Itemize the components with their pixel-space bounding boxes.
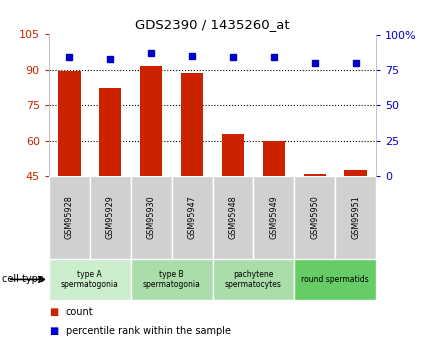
Text: count: count bbox=[66, 307, 94, 317]
Bar bbox=[49, 259, 131, 300]
Text: type A
spermatogonia: type A spermatogonia bbox=[61, 270, 119, 289]
Bar bbox=[222, 134, 244, 176]
FancyBboxPatch shape bbox=[253, 176, 294, 259]
Bar bbox=[294, 259, 376, 300]
Bar bbox=[140, 66, 162, 176]
Text: round spermatids: round spermatids bbox=[301, 275, 369, 284]
Bar bbox=[344, 170, 367, 176]
Text: GSM95951: GSM95951 bbox=[351, 196, 360, 239]
Bar bbox=[99, 88, 122, 176]
FancyBboxPatch shape bbox=[172, 176, 212, 259]
FancyBboxPatch shape bbox=[294, 176, 335, 259]
Text: GSM95930: GSM95930 bbox=[147, 196, 156, 239]
FancyBboxPatch shape bbox=[131, 176, 172, 259]
Text: GSM95929: GSM95929 bbox=[106, 195, 115, 239]
Text: cell type: cell type bbox=[2, 275, 44, 284]
Text: GSM95950: GSM95950 bbox=[310, 196, 319, 239]
Text: ■: ■ bbox=[49, 326, 58, 336]
Title: GDS2390 / 1435260_at: GDS2390 / 1435260_at bbox=[135, 18, 290, 31]
Text: percentile rank within the sample: percentile rank within the sample bbox=[66, 326, 231, 336]
FancyBboxPatch shape bbox=[335, 176, 376, 259]
FancyBboxPatch shape bbox=[90, 176, 131, 259]
Text: ■: ■ bbox=[49, 307, 58, 317]
Text: GSM95949: GSM95949 bbox=[269, 196, 278, 239]
FancyBboxPatch shape bbox=[49, 176, 90, 259]
Bar bbox=[181, 73, 203, 176]
Text: GSM95947: GSM95947 bbox=[187, 196, 196, 239]
Bar bbox=[131, 259, 212, 300]
Text: pachytene
spermatocytes: pachytene spermatocytes bbox=[225, 270, 282, 289]
Bar bbox=[263, 141, 285, 176]
Text: type B
spermatogonia: type B spermatogonia bbox=[143, 270, 201, 289]
Text: GSM95928: GSM95928 bbox=[65, 196, 74, 239]
Bar bbox=[212, 259, 294, 300]
Text: GSM95948: GSM95948 bbox=[229, 196, 238, 239]
Bar bbox=[303, 174, 326, 176]
FancyBboxPatch shape bbox=[212, 176, 253, 259]
Bar bbox=[58, 71, 81, 176]
